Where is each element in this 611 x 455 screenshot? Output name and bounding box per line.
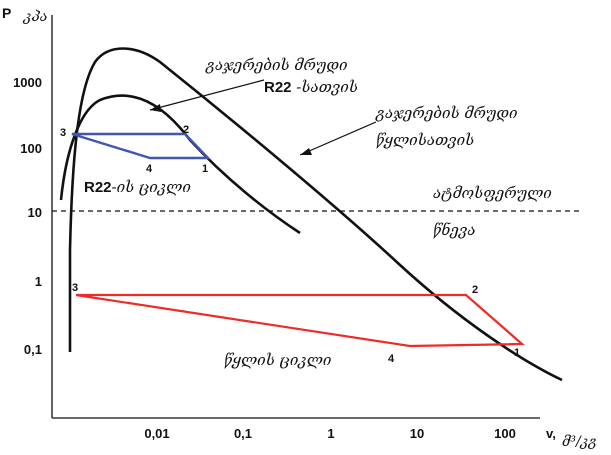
water-point-4: 4 bbox=[388, 353, 395, 365]
r22-cycle-polygon bbox=[71, 132, 211, 160]
r22-point-3: 3 bbox=[60, 127, 66, 139]
r22-cycle-label-rest: -ის ციკლი bbox=[112, 178, 191, 196]
y-axis-unit: კპა bbox=[23, 8, 48, 25]
y-tick-0-1: 0,1 bbox=[24, 342, 42, 357]
r22-curve-label-line2: R22 -სათვის bbox=[264, 78, 358, 96]
water-curve-label-line1: გაჯერების მრუდი bbox=[375, 104, 518, 122]
x-tick-10: 10 bbox=[410, 426, 424, 441]
x-axis-unit: მ³/კგ bbox=[562, 433, 597, 450]
y-tick-1000: 1000 bbox=[13, 75, 42, 90]
x-tick-0-1: 0,1 bbox=[234, 426, 252, 441]
y-tick-100: 100 bbox=[20, 141, 42, 156]
r22-point-1: 1 bbox=[202, 163, 208, 175]
r22-cycle-label: R22-ის ციკლი bbox=[84, 178, 191, 196]
y-axis-title: P კპა bbox=[2, 5, 47, 25]
y-tick-1: 1 bbox=[35, 274, 42, 289]
atmos-label-line1: ატმოსფერული bbox=[433, 184, 552, 202]
water-curve-pointer bbox=[299, 121, 377, 156]
x-tick-100: 100 bbox=[494, 426, 516, 441]
r22-point-4: 4 bbox=[146, 163, 153, 175]
r22-curve-pointer bbox=[149, 79, 265, 111]
r22-saturation-curve bbox=[59, 94, 301, 235]
water-cycle-label: წყლის ციკლი bbox=[224, 351, 331, 369]
r22-cycle-label-bold: R22 bbox=[84, 179, 112, 196]
water-curve-label-line2: წყლისათვის bbox=[376, 131, 474, 149]
x-tick-1: 1 bbox=[327, 426, 334, 441]
r22-point-2: 2 bbox=[183, 124, 189, 136]
atmos-label-line2: წნევა bbox=[433, 221, 476, 239]
water-cycle-polygon bbox=[75, 293, 525, 348]
x-axis-symbol: v, bbox=[546, 426, 556, 441]
r22-curve-label-bold: R22 bbox=[264, 79, 292, 96]
r22-curve-label-line1: გაჯერების მრუდი bbox=[205, 56, 348, 74]
y-tick-10: 10 bbox=[28, 205, 42, 220]
y-axis-symbol: P bbox=[2, 5, 11, 21]
water-point-2: 2 bbox=[472, 284, 478, 296]
r22-curve-arrowhead bbox=[150, 104, 161, 112]
water-point-3: 3 bbox=[72, 282, 78, 294]
x-tick-0-01: 0,01 bbox=[144, 426, 169, 441]
water-point-1: 1 bbox=[514, 347, 520, 359]
water-saturation-curve bbox=[68, 47, 563, 382]
r22-curve-label-rest: -სათვის bbox=[292, 78, 358, 96]
water-curve-arrowhead bbox=[300, 148, 312, 155]
